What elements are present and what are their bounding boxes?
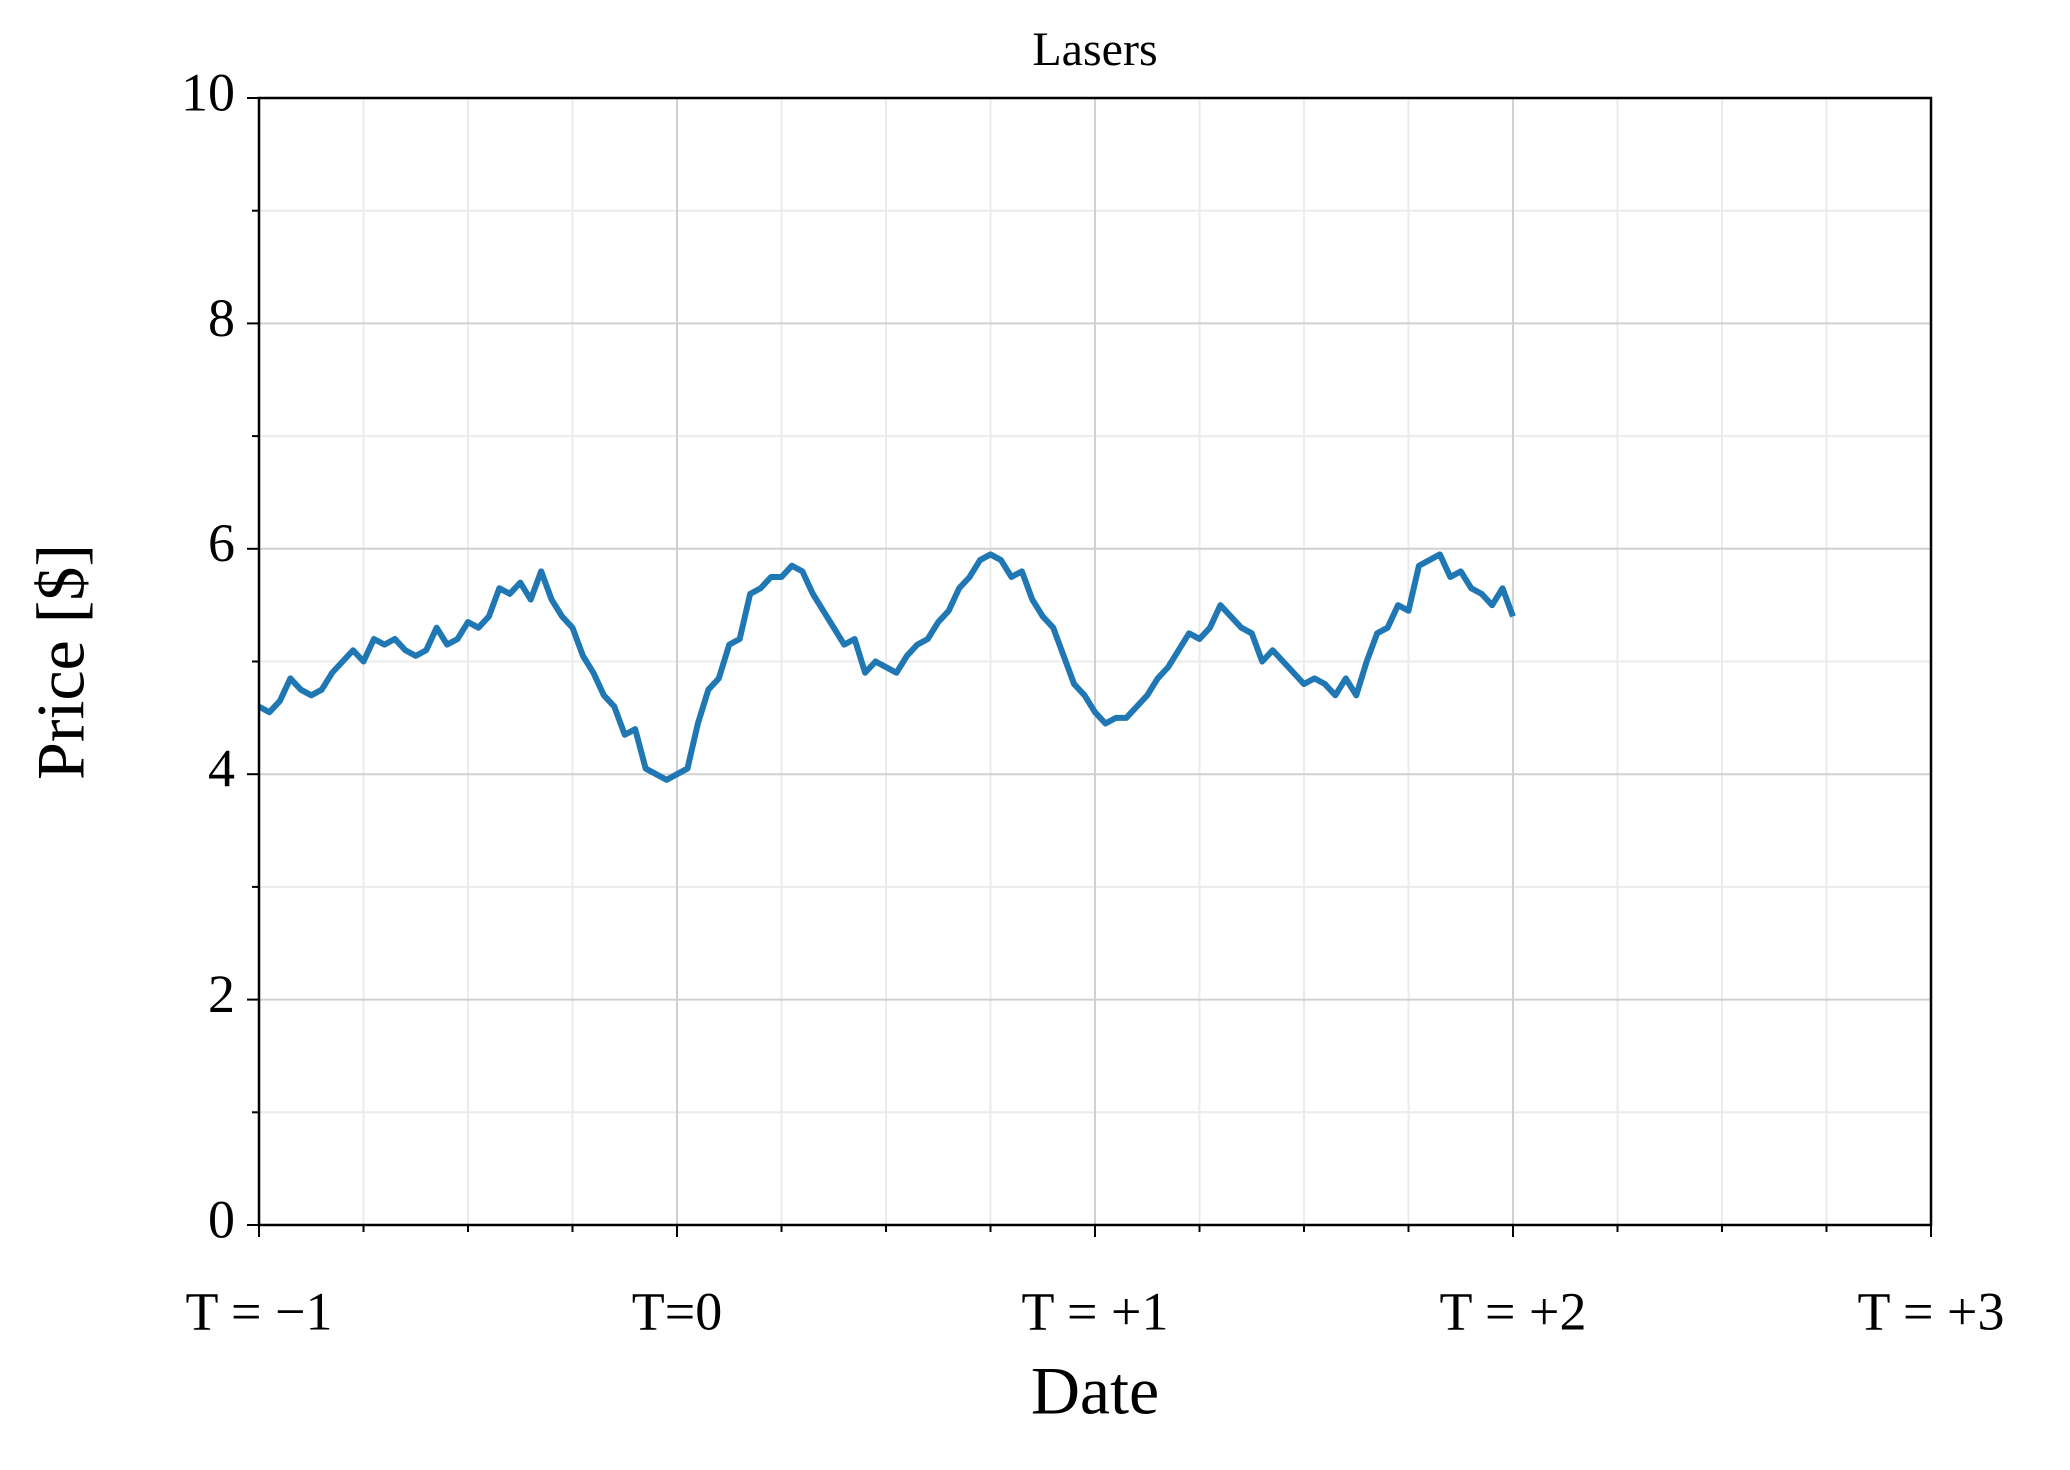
y-tick-label: 2 — [208, 964, 235, 1024]
x-tick-label: T = +3 — [1858, 1281, 2005, 1341]
x-tick-label: T = +2 — [1440, 1281, 1587, 1341]
x-tick-label: T=0 — [632, 1281, 722, 1341]
y-axis-label: Price [$] — [23, 544, 99, 780]
x-tick-label: T = +1 — [1022, 1281, 1169, 1341]
price-line — [257, 551, 1516, 783]
y-tick-label: 6 — [208, 513, 235, 573]
y-tick-label: 10 — [181, 62, 235, 122]
x-tick-label: T = −1 — [186, 1281, 333, 1341]
chart-title: Lasers — [1032, 23, 1157, 76]
y-tick-label: 8 — [208, 288, 235, 348]
plot-frame — [257, 96, 1933, 1227]
y-tick-label: 0 — [208, 1189, 235, 1249]
y-tick-label: 4 — [208, 739, 235, 799]
x-axis-label: Date — [1031, 1353, 1159, 1429]
